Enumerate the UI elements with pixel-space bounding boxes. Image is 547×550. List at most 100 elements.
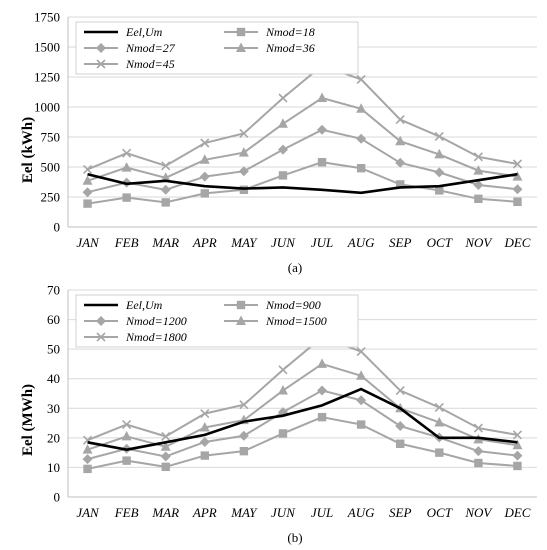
chart-b-data-point [122, 419, 132, 430]
chart-b-data-point [122, 456, 131, 465]
chart-b-data-point [160, 441, 171, 451]
chart-a-data-point [512, 184, 523, 195]
chart-b-series-line [87, 387, 518, 452]
chart-a-data-point [356, 133, 367, 144]
chart-b-data-point [512, 450, 523, 461]
chart-b-data-point [199, 422, 210, 432]
chart-a-data-point [356, 103, 367, 113]
chart-b-y-tick-label: 40 [47, 371, 60, 386]
chart-b-data-point [83, 464, 92, 474]
chart-a-data-point [121, 162, 132, 172]
chart-b-legend-label: Nmod=1800 [125, 330, 187, 344]
chart-a-data-point [512, 159, 523, 169]
chart-b-y-tick-label: 20 [47, 430, 60, 445]
chart-a-legend-marker [236, 42, 246, 52]
chart-a-data-point [83, 199, 92, 208]
chart-b-series-line [87, 389, 518, 461]
chart-a-series-line [87, 96, 518, 182]
chart-a-y-tick-label: 0 [54, 220, 61, 235]
chart-b-legend-label: Nmod=900 [265, 298, 321, 312]
chart-a-y-tick-label: 1750 [34, 10, 60, 25]
chart-a: 0 250 500 750 1000 1250 1500 1750 JAN FEB MAR APR M… [20, 10, 537, 275]
chart-a-y-label: Eel (kWh) [20, 117, 36, 183]
chart-a-data-point [395, 115, 405, 125]
chart-a-data-point [122, 148, 132, 158]
chart-a-data-point [395, 157, 406, 168]
chart-b-data-point [317, 385, 328, 396]
chart-b-data-point [199, 436, 210, 447]
chart-b-x-tick-label: JUN [271, 505, 296, 520]
chart-b-data-point [238, 430, 249, 441]
chart-b-series-line [87, 362, 518, 451]
chart-a-series-line [87, 172, 518, 195]
chart-a-legend-label: Nmod=27 [125, 41, 176, 55]
chart-b-y-tick-label: 0 [54, 490, 61, 505]
chart-b-x-ticks: JAN FEB MAR APR MAY JUN JUL AUG SEP OCT NOV DEC [76, 505, 530, 520]
chart-b-data-point [161, 431, 171, 441]
chart-a-x-tick-label: MAR [151, 235, 179, 250]
chart-b-data-point [160, 451, 171, 462]
chart-b-y-tick-label: 50 [47, 342, 60, 357]
chart-a-data-point [199, 154, 210, 164]
chart-a-data-point [512, 171, 523, 181]
chart-a-data-point [82, 164, 93, 174]
chart-b-legend-label: Eel,Um [125, 298, 163, 312]
chart-b-x-tick-label: SEP [389, 505, 411, 520]
chart-b-data-point [396, 439, 405, 448]
chart-a-legend-marker [96, 43, 106, 53]
chart-b-data-point [317, 412, 327, 422]
chart-a-data-point [396, 180, 405, 189]
chart-a-data-point [238, 166, 249, 177]
chart-a-legend-item: Nmod=27 [84, 41, 176, 55]
chart-a-x-tick-label: FEB [114, 235, 139, 250]
chart-a-data-point [317, 92, 328, 102]
chart-a-y-tick-label: 1500 [34, 40, 60, 55]
chart-a-data-point [474, 194, 483, 203]
chart-a-data-point [317, 158, 327, 167]
chart-b-legend-marker [96, 316, 106, 326]
chart-a-y-tick-label: 1000 [34, 100, 60, 115]
chart-b-data-point [434, 402, 444, 412]
chart-b-data-point [512, 430, 523, 440]
chart-b-x-tick-label: MAR [151, 505, 179, 520]
chart-a-y-tick-label: 250 [41, 190, 61, 205]
chart-a-data-point [200, 189, 209, 198]
chart-a-data-point [513, 197, 522, 206]
chart-b-legend-item: Nmod=1500 [224, 314, 327, 328]
chart-a-legend-label: Eel,Um [125, 25, 163, 39]
chart-b-data-point [395, 421, 406, 432]
chart-a-legend-marker [236, 27, 246, 37]
chart-a-legend: Eel,Um Nmod=18 Nmod=27 Nmod=36 Nmod=45 [75, 21, 359, 75]
chart-a-series-4 [82, 61, 523, 174]
chart-a-x-tick-label: JUL [311, 235, 333, 250]
chart-b-series-line [87, 416, 518, 470]
chart-a-data-point [473, 165, 484, 175]
chart-b-data-point [317, 358, 328, 368]
chart-a-data-point [160, 172, 171, 182]
chart-a-y-tick-label: 500 [41, 160, 61, 175]
chart-a-x-tick-label: AUG [347, 235, 375, 250]
chart-b-legend-marker [236, 315, 246, 325]
chart-a-series-line [87, 161, 518, 205]
chart-a-data-point [82, 187, 93, 198]
chart-b-axes [67, 290, 537, 498]
chart-a-series-line [87, 128, 518, 194]
chart-b-legend-label: Nmod=1200 [125, 314, 187, 328]
chart-a-series-0 [87, 172, 518, 195]
chart-a-caption: (a) [288, 260, 302, 275]
chart-a-data-point [160, 184, 171, 195]
chart-a-data-point [278, 171, 288, 180]
chart-b-y-tick-label: 60 [47, 312, 60, 327]
chart-b-data-point [277, 385, 288, 395]
chart-b-x-tick-label: FEB [114, 505, 139, 520]
chart-b-data-point [82, 444, 93, 454]
chart-b-y-tick-label: 70 [47, 283, 60, 298]
chart-b-data-point [473, 423, 483, 433]
chart-a-series-line [87, 64, 518, 171]
chart-a-data-point [200, 138, 210, 148]
chart-b-data-point [512, 439, 523, 450]
chart-b-legend-item: Nmod=1200 [84, 314, 187, 328]
chart-b-data-point [161, 462, 170, 472]
chart-a-data-point [277, 118, 288, 128]
